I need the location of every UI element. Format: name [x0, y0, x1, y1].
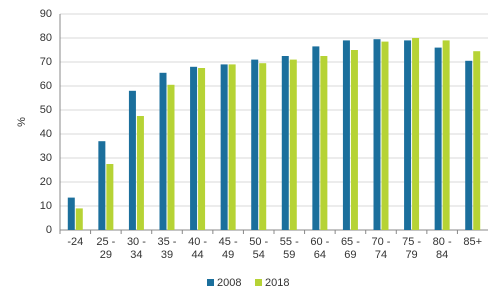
x-tick-label: 30 - 34	[126, 236, 146, 261]
bar	[259, 63, 267, 231]
x-tick-label: 50 - 54	[249, 236, 269, 261]
bar	[128, 90, 136, 230]
x-tick-label: 80 - 84	[432, 236, 452, 261]
x-tick-label: 45 - 49	[218, 236, 238, 261]
x-tick-label: 75 - 79	[402, 236, 422, 261]
x-tick-label: 60 - 64	[310, 236, 330, 261]
bar	[465, 60, 473, 230]
x-tick-label: -24	[67, 236, 84, 248]
bar	[442, 40, 450, 231]
bar	[350, 50, 358, 230]
bar	[136, 116, 144, 230]
bar	[289, 59, 297, 230]
bar	[251, 59, 259, 230]
y-tick-label: 90	[40, 8, 52, 20]
legend-label: 2018	[265, 277, 289, 289]
bar	[106, 164, 114, 230]
legend-swatch	[207, 279, 214, 286]
x-tick-label: 85+	[463, 236, 483, 248]
y-tick-label: 40	[40, 128, 52, 140]
x-tick-label: 35 - 39	[157, 236, 177, 261]
y-tick-label: 60	[40, 80, 52, 92]
bar	[412, 38, 420, 230]
bar	[75, 208, 83, 230]
y-tick-label: 10	[40, 200, 52, 212]
bar	[281, 56, 289, 230]
bar	[381, 41, 389, 230]
y-tick-label: 0	[46, 224, 52, 236]
bar	[373, 39, 381, 231]
bar	[190, 66, 198, 230]
bar	[67, 197, 75, 230]
y-axis-label: %	[16, 117, 28, 127]
y-tick-label: 30	[40, 152, 52, 164]
bar	[404, 40, 412, 231]
bar	[342, 40, 350, 231]
x-tick-label: 70 - 74	[371, 236, 391, 261]
bar	[167, 84, 175, 230]
bar	[434, 47, 442, 230]
legend-swatch	[255, 279, 262, 286]
bar	[198, 68, 206, 230]
bar	[312, 46, 320, 231]
bar	[159, 72, 167, 230]
y-tick-label: 70	[40, 56, 52, 68]
bar	[473, 51, 481, 231]
y-tick-label: 20	[40, 176, 52, 188]
bar	[220, 64, 228, 231]
x-tick-label: 40 - 44	[188, 236, 208, 261]
legend-label: 2008	[217, 277, 241, 289]
y-tick-label: 80	[40, 32, 52, 44]
x-tick-label: 55 - 59	[279, 236, 299, 261]
bar	[228, 64, 236, 231]
bar	[320, 56, 328, 230]
bar	[98, 141, 106, 230]
y-tick-label: 50	[40, 104, 52, 116]
x-tick-label: 65 - 69	[340, 236, 360, 261]
x-tick-label: 25 - 29	[96, 236, 116, 261]
